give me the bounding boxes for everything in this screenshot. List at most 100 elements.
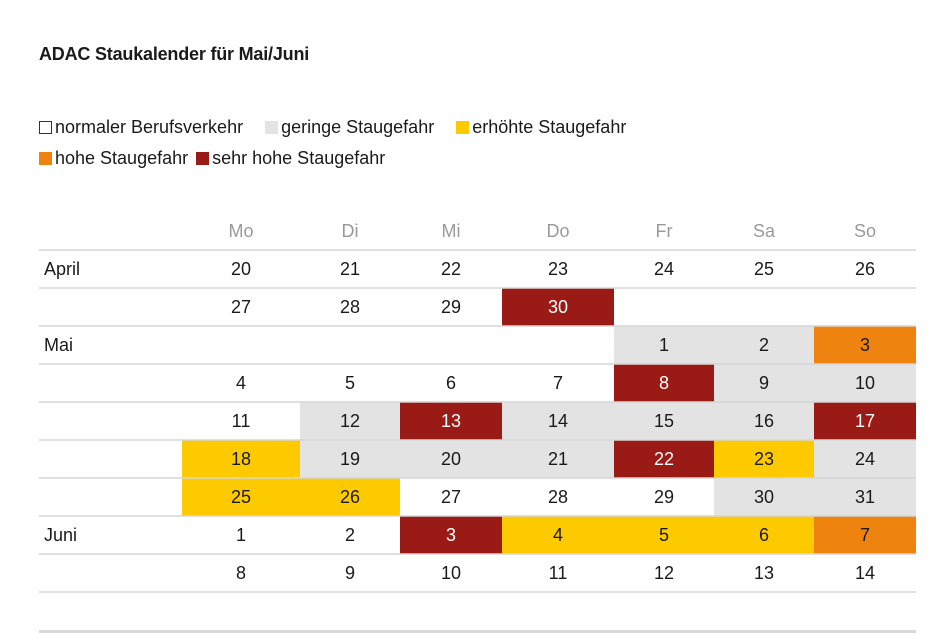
legend-item-hoch: hohe Staugefahr [39,148,188,169]
day-number: 12 [654,563,674,583]
cell-fill [714,402,814,440]
day-number: 26 [340,487,360,507]
cell-fill [714,516,814,554]
cell-fill [300,402,400,440]
day-number: 28 [340,297,360,317]
legend-label-erhoeht: erhöhte Staugefahr [472,117,627,137]
cell-fill [502,440,614,478]
day-number: 4 [553,525,563,545]
day-number: 15 [654,411,674,431]
day-number: 24 [855,449,875,469]
month-label: Mai [44,335,73,355]
column-header-mi: Mi [442,221,461,241]
column-header-so: So [854,221,876,241]
day-number: 14 [855,563,875,583]
legend-swatch-erhoeht [456,121,470,134]
legend-item-erhoeht: erhöhte Staugefahr [456,117,626,138]
legend-row-1: normaler Berufsverkehr geringe Staugefah… [39,117,648,138]
day-number: 10 [855,373,875,393]
day-number: 11 [232,411,251,431]
day-number: 2 [345,525,355,545]
day-number: 1 [236,525,246,545]
day-number: 3 [860,335,870,355]
day-number: 12 [340,411,360,431]
day-number: 25 [231,487,251,507]
day-number: 11 [549,563,568,583]
cell-fill [614,440,714,478]
cell-fill [814,402,916,440]
day-number: 7 [553,373,563,393]
day-number: 21 [548,449,568,469]
legend-label-hoch: hohe Staugefahr [55,148,189,168]
day-number: 4 [236,373,246,393]
legend-swatch-hoch [39,152,52,165]
day-number: 10 [441,563,461,583]
legend-label-sehrhoch: sehr hohe Staugefahr [212,148,386,168]
day-number: 14 [548,411,568,431]
month-label: April [44,259,80,279]
day-number: 23 [754,449,774,469]
day-number: 2 [759,335,769,355]
cell-fill [614,364,714,402]
legend-item-sehrhoch: sehr hohe Staugefahr [196,148,385,169]
cell-fill [400,440,502,478]
cell-fill [182,478,300,516]
day-number: 30 [754,487,774,507]
day-number: 16 [754,411,774,431]
day-number: 9 [759,373,769,393]
cell-fill [502,516,614,554]
day-number: 20 [231,259,251,279]
legend-swatch-normal [39,121,52,134]
day-number: 19 [340,449,360,469]
day-number: 30 [548,297,568,317]
day-number: 18 [231,449,251,469]
day-number: 29 [654,487,674,507]
day-number: 8 [236,563,246,583]
day-number: 5 [659,525,669,545]
cell-fill [300,478,400,516]
day-number: 6 [446,373,456,393]
cell-fill [502,288,614,326]
column-header-do: Do [546,221,569,241]
cell-fill [614,402,714,440]
chart-title: ADAC Staukalender für Mai/Juni [39,44,310,64]
day-number: 8 [659,373,669,393]
bottom-divider [39,630,916,633]
day-number: 20 [441,449,461,469]
day-number: 23 [548,259,568,279]
day-number: 9 [345,563,355,583]
column-header-fr: Fr [656,221,673,241]
day-number: 22 [441,259,461,279]
day-number: 29 [441,297,461,317]
day-number: 13 [441,411,461,431]
day-number: 13 [754,563,774,583]
cell-fill [714,440,814,478]
day-number: 27 [231,297,251,317]
legend-label-normal: normaler Berufsverkehr [55,117,244,137]
cell-fill [614,326,714,364]
day-number: 3 [446,525,456,545]
day-number: 24 [654,259,674,279]
column-header-di: Di [342,221,359,241]
month-label: Juni [44,525,77,545]
day-number: 1 [659,335,669,355]
day-number: 27 [441,487,461,507]
column-header-mo: Mo [228,221,253,241]
day-number: 31 [855,487,875,507]
cell-fill [182,440,300,478]
cell-fill [502,402,614,440]
day-number: 17 [855,411,875,431]
day-number: 21 [340,259,360,279]
cell-fill [814,364,916,402]
day-number: 22 [654,449,674,469]
day-number: 7 [860,525,870,545]
cell-fill [814,478,916,516]
legend-item-normal: normaler Berufsverkehr [39,117,243,138]
column-header-sa: Sa [753,221,776,241]
cell-fill [400,402,502,440]
day-number: 28 [548,487,568,507]
day-number: 6 [759,525,769,545]
legend-label-gering: geringe Staugefahr [281,117,435,137]
cell-fill [814,326,916,364]
